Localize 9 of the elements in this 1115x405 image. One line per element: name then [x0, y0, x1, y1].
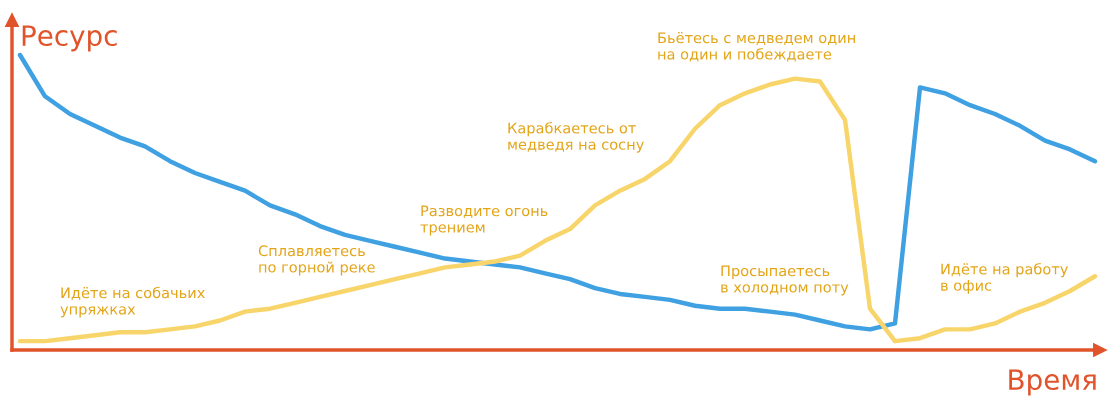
annotation: Идёте на работу в офис [941, 263, 1068, 294]
annotation: Просыпаетесь в холодном поту [721, 265, 849, 296]
annotation: Сплавляетесь по горной реке [258, 245, 375, 276]
annotation: Идёте на собачьих упряжках [60, 286, 205, 318]
annotation: Разводите огонь трением [420, 205, 548, 236]
annotation: Бьётесь с медведем один на один и побеждаете [658, 32, 855, 62]
x-axis-title: Время [1009, 369, 1096, 396]
y-axis-title: Ресурс [22, 25, 117, 52]
annotation: Карабкаетесь от медведя на сосну [508, 122, 644, 153]
